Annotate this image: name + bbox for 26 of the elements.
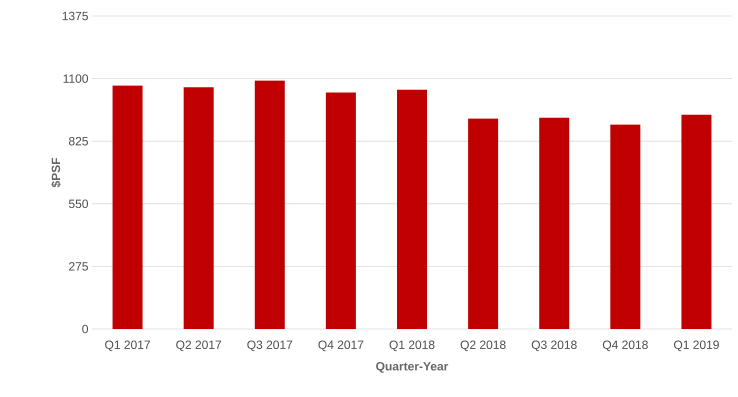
x-axis-title: Quarter-Year bbox=[376, 362, 448, 373]
bar bbox=[326, 92, 356, 329]
bar bbox=[610, 124, 640, 329]
y-tick-label: 550 bbox=[68, 200, 88, 208]
x-tick-label: Q1 2019 bbox=[674, 340, 719, 352]
y-tick-label: 1375 bbox=[62, 12, 88, 20]
x-tick-label: Q4 2018 bbox=[602, 340, 648, 352]
x-tick-label: Q3 2017 bbox=[247, 340, 292, 352]
bar bbox=[397, 90, 427, 329]
x-tick-label: Q3 2018 bbox=[532, 340, 577, 352]
x-tick-label: Q4 2017 bbox=[318, 340, 364, 352]
bar bbox=[112, 86, 143, 329]
bar bbox=[254, 80, 285, 329]
y-axis-title: $PSF bbox=[51, 158, 61, 188]
y-tick-label: 275 bbox=[69, 262, 88, 271]
x-tick-label: Q2 2017 bbox=[176, 340, 222, 352]
bar bbox=[681, 114, 712, 329]
y-tick-label: 1100 bbox=[64, 74, 88, 83]
x-tick-label: Q2 2018 bbox=[460, 340, 506, 352]
y-tick-label: 825 bbox=[68, 136, 88, 146]
x-tick-label: Q1 2017 bbox=[105, 340, 150, 352]
x-tick-label: Q1 2018 bbox=[390, 340, 434, 352]
bar bbox=[184, 87, 214, 329]
bar bbox=[468, 118, 498, 329]
y-tick-label: 0 bbox=[82, 324, 88, 334]
bar bbox=[539, 118, 570, 329]
